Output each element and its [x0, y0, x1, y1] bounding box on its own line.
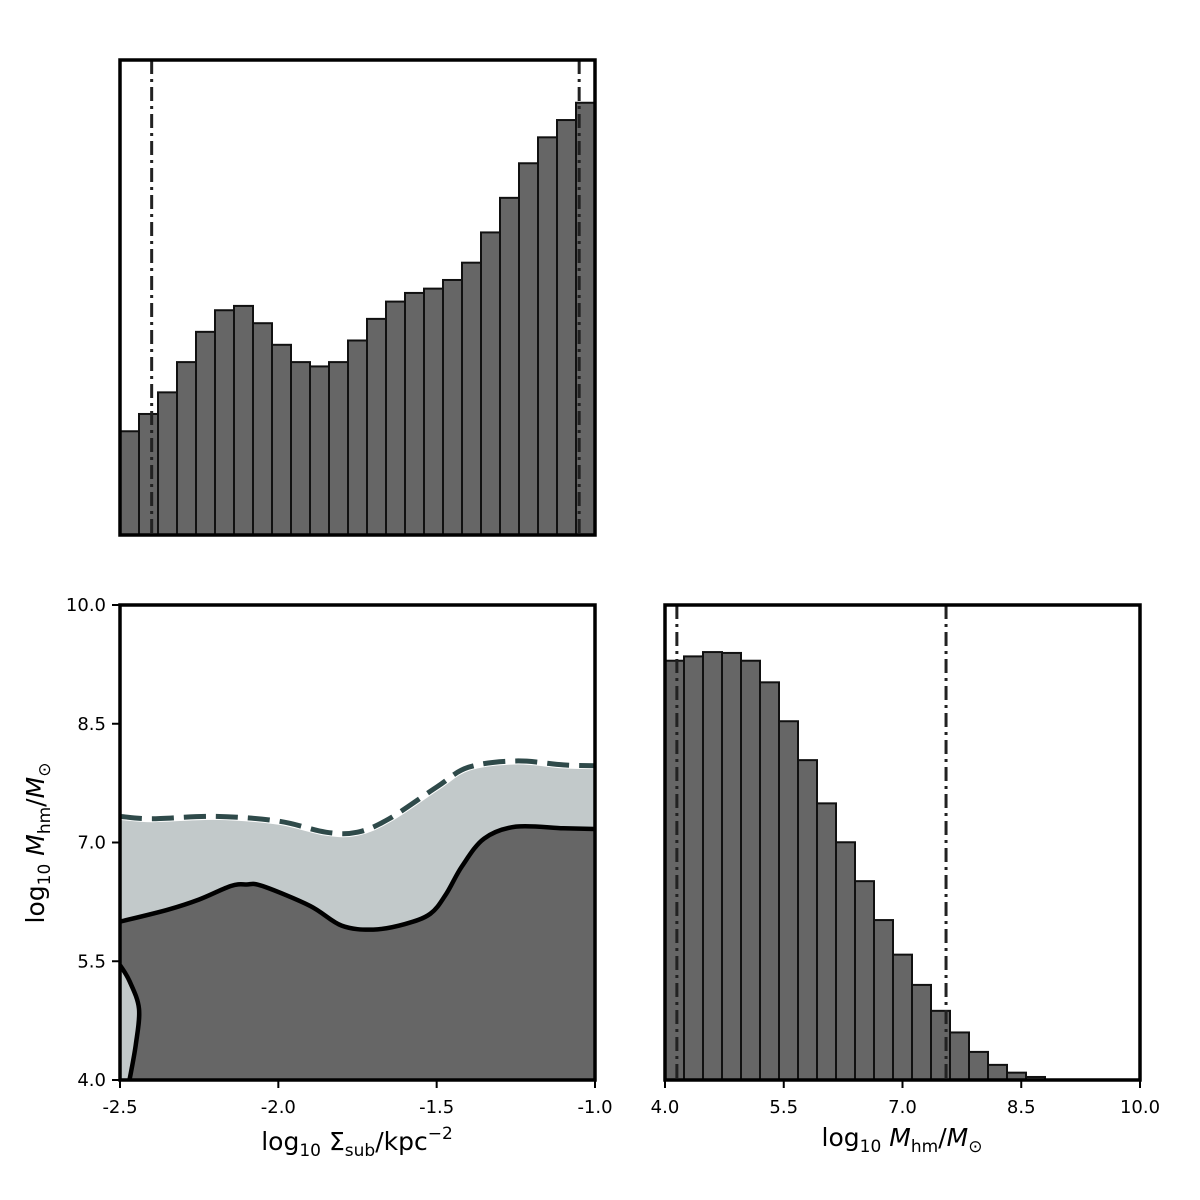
contour-ytick-label: 10.0 [66, 595, 106, 616]
mhm-hist-bar [873, 919, 894, 1081]
sigma-hist-bar [271, 343, 292, 536]
mhm-hist-bar [835, 841, 856, 1082]
mhm-xtick-label: 7.0 [888, 1097, 917, 1118]
mhm-xtick-label: 8.5 [1007, 1097, 1036, 1118]
contour-ytick-label: 4.0 [77, 1070, 106, 1091]
mhm-xtick-label: 4.0 [651, 1097, 680, 1118]
sigma-hist-bar [404, 291, 425, 536]
mhm-hist-bar [664, 659, 685, 1082]
mhm-histogram-panel: 4.0 5.5 7.0 8.5 10.0 log10 Mhm/M⊙ [651, 603, 1160, 1157]
sigma-hist-bar [328, 361, 349, 536]
sigma-hist-bar [347, 339, 368, 536]
mhm-xtick-label: 10.0 [1120, 1097, 1160, 1118]
contour-ytick-label: 8.5 [77, 714, 106, 735]
sigma-hist-bar [366, 317, 387, 536]
sigma-hist-bar [214, 309, 235, 537]
inner-credible-region [120, 826, 595, 1080]
mhm-hist-bar [911, 983, 932, 1082]
sigma-hist-bar [176, 361, 197, 536]
inner-contour-left-line [120, 963, 142, 1080]
mhm-hist-bar [854, 880, 875, 1081]
contour-y-axis-label: log10 Mhm/M⊙ [21, 763, 55, 924]
sigma-sub-histogram-panel [118, 58, 597, 537]
sigma-hist-bar [290, 361, 311, 536]
mhm-hist-bar [702, 651, 723, 1081]
sigma-hist-bar [518, 162, 539, 536]
sigma-hist-bar [385, 300, 406, 536]
sigma-hist-bar [442, 278, 463, 536]
mhm-hist-bar [816, 802, 837, 1081]
mhm-hist-bar [987, 1063, 1008, 1081]
sigma-hist-bar [309, 365, 330, 536]
contour-xtick-label: -1.0 [577, 1097, 612, 1118]
sigma-hist-bar [556, 119, 577, 536]
mhm-hist-bar [740, 659, 761, 1082]
sigma-hist-bar [461, 261, 482, 536]
mhm-x-axis-label: log10 Mhm/M⊙ [822, 1123, 983, 1157]
sigma-hist-bar [252, 322, 273, 537]
sigma-hist-bar [423, 287, 444, 536]
sigma-histogram-frame [118, 58, 597, 537]
mhm-hist-bar [721, 651, 742, 1081]
contour-x-axis-label: log10 Σsub/kpc−2 [261, 1124, 453, 1161]
sigma-hist-bar [138, 412, 159, 536]
mhm-hist-bar [683, 655, 704, 1082]
mhm-hist-bar [892, 953, 913, 1082]
mhm-hist-bar [759, 681, 780, 1082]
outer-contour-dashed-line [120, 758, 595, 837]
sigma-hist-bar [233, 304, 254, 536]
contour-xtick-label: -2.5 [102, 1097, 137, 1118]
sigma-hist-bar [480, 231, 501, 537]
sigma-hist-bar [195, 330, 216, 536]
contour-xtick-label: -2.0 [261, 1097, 296, 1118]
mhm-hist-bar [797, 759, 818, 1081]
contour-xtick-label: -1.5 [419, 1097, 454, 1118]
sigma-hist-bar [499, 196, 520, 536]
contour-panel: -2.5 -2.0 -1.5 -1.0 4.0 5.5 7.0 8.5 10.0 log10 … [21, 595, 613, 1161]
sigma-hist-bar [119, 430, 140, 537]
sigma-hist-bar [537, 136, 558, 537]
sigma-hist-bar [157, 391, 178, 537]
mhm-hist-bar [968, 1050, 989, 1082]
contour-ytick-label: 5.5 [77, 951, 106, 972]
mhm-hist-bar [778, 720, 799, 1081]
mhm-xtick-label: 5.5 [769, 1097, 798, 1118]
inner-contour-line [120, 823, 595, 932]
mhm-hist-bar [949, 1031, 970, 1082]
contour-ytick-label: 7.0 [77, 833, 106, 854]
